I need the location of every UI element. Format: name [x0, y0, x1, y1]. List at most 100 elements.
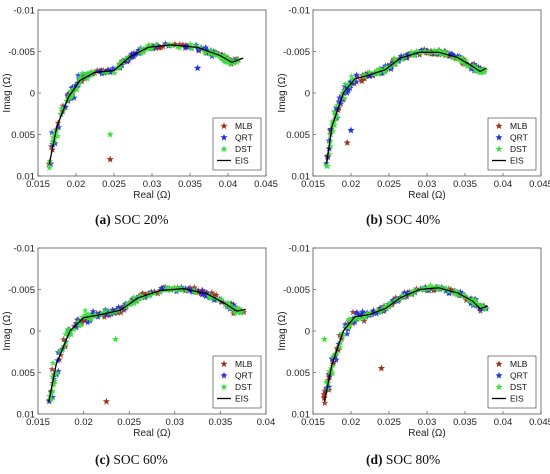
- legend-label-dst: DST: [235, 144, 252, 154]
- point-qrt: [345, 86, 352, 94]
- point-dst: [434, 48, 441, 55]
- x-tick-label: 0.04: [257, 417, 276, 428]
- point-qrt: [400, 290, 408, 297]
- legend-label-eis: EIS: [235, 394, 249, 404]
- x-tick-label: 0.02: [74, 417, 93, 428]
- y-axis-label: Imag (Ω): [277, 311, 288, 350]
- point-dst: [92, 311, 100, 318]
- point-dst: [391, 297, 399, 304]
- outlier-mlb: [106, 155, 114, 163]
- point-dst: [426, 281, 434, 289]
- point-dst: [462, 57, 470, 64]
- point-qrt: [203, 289, 211, 297]
- point-mlb: [176, 40, 184, 48]
- x-tick-label: 0.02: [67, 179, 86, 190]
- point-dst: [53, 369, 61, 376]
- point-dst: [481, 66, 489, 74]
- y-tick-label: 0.01: [17, 172, 36, 183]
- outlier-qrt: [347, 126, 355, 134]
- point-qrt: [49, 393, 57, 401]
- point-qrt: [442, 287, 450, 295]
- legend-label-mlb: MLB: [510, 359, 528, 369]
- legend-swatch-dst: [220, 383, 228, 391]
- point-dst: [472, 66, 480, 74]
- point-qrt: [128, 50, 136, 57]
- point-dst: [186, 40, 194, 48]
- chart-panel-a: 0.015 0.02 0.025 0.03 0.035 0.04 0.045 -0.01 -0.…: [2, 6, 278, 202]
- point-dst: [87, 315, 95, 323]
- point-qrt: [72, 324, 80, 331]
- caption-a-letter: (a): [95, 212, 111, 227]
- point-dst: [411, 51, 419, 59]
- point-dst: [323, 162, 330, 170]
- point-dst: [77, 321, 85, 328]
- point-dst: [440, 47, 448, 55]
- point-dst: [70, 325, 78, 333]
- point-qrt: [70, 94, 78, 101]
- point-dst: [81, 306, 89, 314]
- point-qrt: [202, 44, 210, 51]
- point-dst: [234, 55, 242, 63]
- point-qrt: [109, 306, 116, 313]
- point-dst: [478, 302, 486, 309]
- point-dst: [430, 284, 438, 291]
- chart-panel-d: 0.015 0.02 0.025 0.03 0.035 0.04 0.045 -0.01 -0.…: [277, 244, 550, 440]
- point-qrt: [181, 43, 189, 51]
- outlier-dst: [106, 130, 114, 138]
- x-tick-label: 0.025: [117, 417, 141, 428]
- point-qrt: [327, 125, 335, 133]
- point-dst: [51, 370, 59, 378]
- point-mlb: [201, 288, 209, 295]
- point-dst: [329, 127, 337, 134]
- point-dst: [49, 387, 56, 394]
- point-dst: [90, 68, 98, 76]
- legend-label-eis: EIS: [235, 156, 249, 166]
- point-mlb: [320, 393, 328, 401]
- point-dst: [50, 130, 58, 137]
- eis-line: [48, 44, 244, 164]
- y-tick-label: -0.01: [288, 6, 310, 17]
- point-dst: [221, 301, 229, 309]
- point-mlb: [401, 289, 409, 296]
- point-dst: [453, 55, 461, 63]
- x-axis-label: Real (Ω): [133, 428, 170, 439]
- legend-swatch-qrt: [495, 371, 503, 379]
- point-dst: [233, 58, 241, 65]
- point-dst: [137, 44, 145, 52]
- caption-b-letter: (b): [366, 212, 383, 227]
- point-dst: [229, 59, 237, 66]
- point-qrt: [202, 292, 210, 300]
- point-qrt: [323, 384, 330, 391]
- legend-box: [212, 355, 262, 409]
- y-tick-label: 0: [30, 89, 35, 100]
- point-dst: [453, 288, 461, 295]
- point-dst: [67, 330, 75, 338]
- point-dst: [451, 290, 458, 297]
- x-tick-label: 0.04: [219, 179, 238, 190]
- point-mlb: [190, 284, 198, 291]
- outlier-dst: [111, 335, 120, 343]
- point-dst: [224, 300, 231, 308]
- x-axis-label: Real (Ω): [408, 428, 445, 439]
- point-dst: [146, 41, 154, 49]
- legend-swatch-qrt: [220, 371, 228, 379]
- point-dst: [171, 283, 179, 291]
- caption-b-text: SOC 40%: [385, 212, 441, 227]
- point-qrt: [89, 307, 97, 315]
- point-qrt: [109, 64, 117, 72]
- point-mlb: [360, 317, 368, 324]
- point-dst: [234, 308, 242, 316]
- point-dst: [64, 328, 72, 335]
- legend-box: [487, 117, 537, 171]
- caption-c: (c) SOC 60%: [95, 452, 168, 468]
- point-dst: [209, 50, 217, 58]
- y-tick-label: -0.005: [8, 47, 35, 58]
- point-qrt: [421, 283, 429, 291]
- point-dst: [116, 60, 124, 67]
- outlier-mlb: [377, 364, 386, 372]
- point-qrt: [359, 308, 366, 315]
- point-dst: [325, 150, 333, 158]
- point-mlb: [208, 289, 216, 296]
- caption-c-letter: (c): [95, 452, 110, 467]
